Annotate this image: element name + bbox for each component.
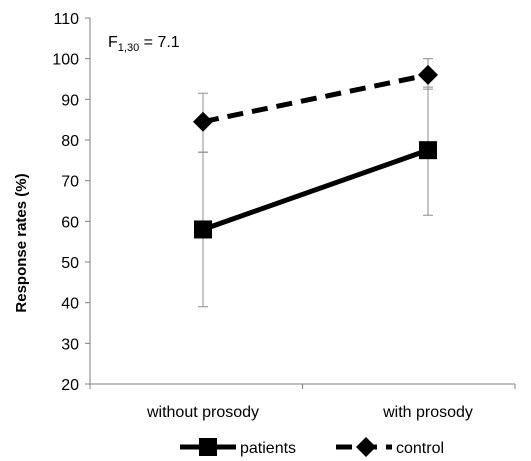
x-category-label: with prosody — [382, 404, 473, 421]
series-group — [193, 58, 438, 308]
series-line-control — [202, 72, 429, 125]
axes — [89, 18, 515, 385]
y-tick-label: 20 — [61, 377, 79, 394]
data-point-control — [418, 64, 438, 85]
y-tick-label: 60 — [61, 214, 79, 231]
data-point-control — [193, 111, 213, 132]
y-tick-label: 70 — [61, 174, 79, 191]
legend-marker-control — [356, 437, 376, 457]
legend: patients control — [180, 437, 444, 457]
y-tick-label: 110 — [53, 11, 79, 28]
y-ticks: 20 30 40 50 60 70 80 90 100 110 — [52, 11, 90, 394]
series-control — [193, 58, 438, 153]
series-line-patients — [202, 147, 429, 232]
series-patients — [194, 86, 437, 308]
y-axis-label: Response rates (%) — [13, 173, 30, 312]
y-tick-label: 30 — [61, 336, 79, 353]
y-tick-label: 90 — [61, 92, 79, 109]
y-tick-label: 100 — [52, 52, 79, 69]
legend-marker-patients — [199, 438, 217, 456]
x-category-label: without prosody — [146, 404, 259, 421]
y-tick-label: 40 — [61, 296, 79, 313]
f-statistic-annotation: F1,30 = 7.1 — [108, 34, 180, 54]
y-tick-label: 80 — [61, 133, 79, 150]
data-point-patients — [419, 141, 437, 160]
legend-label-patients: patients — [240, 440, 296, 457]
data-point-patients — [194, 220, 212, 239]
y-tick-label: 50 — [61, 255, 79, 272]
x-ticks: without prosody with prosody — [89, 384, 516, 421]
legend-label-control: control — [396, 440, 444, 457]
